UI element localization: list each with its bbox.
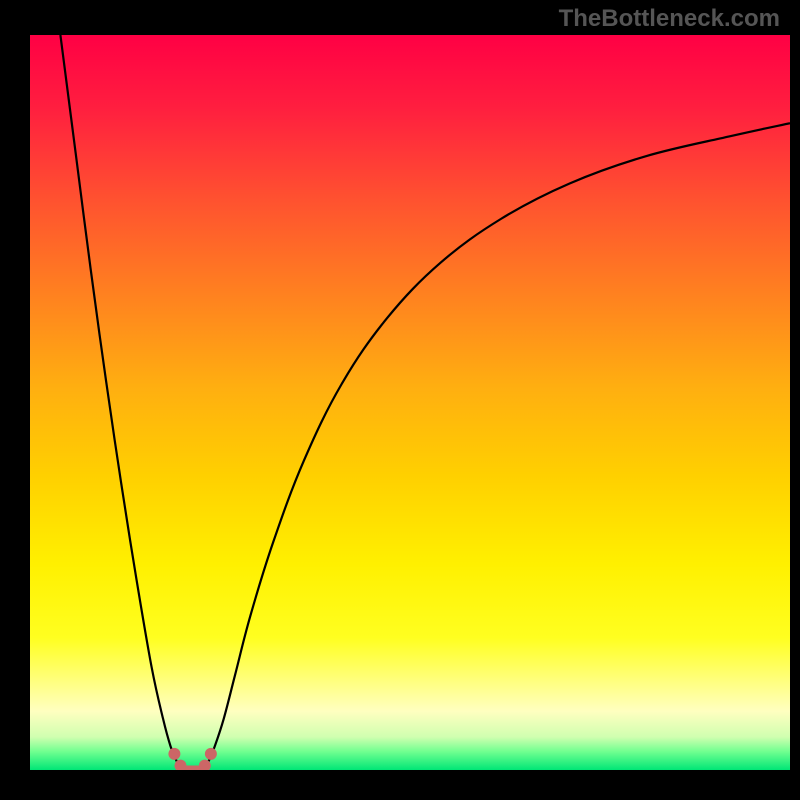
bottleneck-chart bbox=[30, 35, 790, 770]
valley-marker bbox=[168, 748, 180, 760]
valley-marker bbox=[205, 748, 217, 760]
chart-background bbox=[30, 35, 790, 770]
watermark-text: TheBottleneck.com bbox=[559, 5, 780, 33]
